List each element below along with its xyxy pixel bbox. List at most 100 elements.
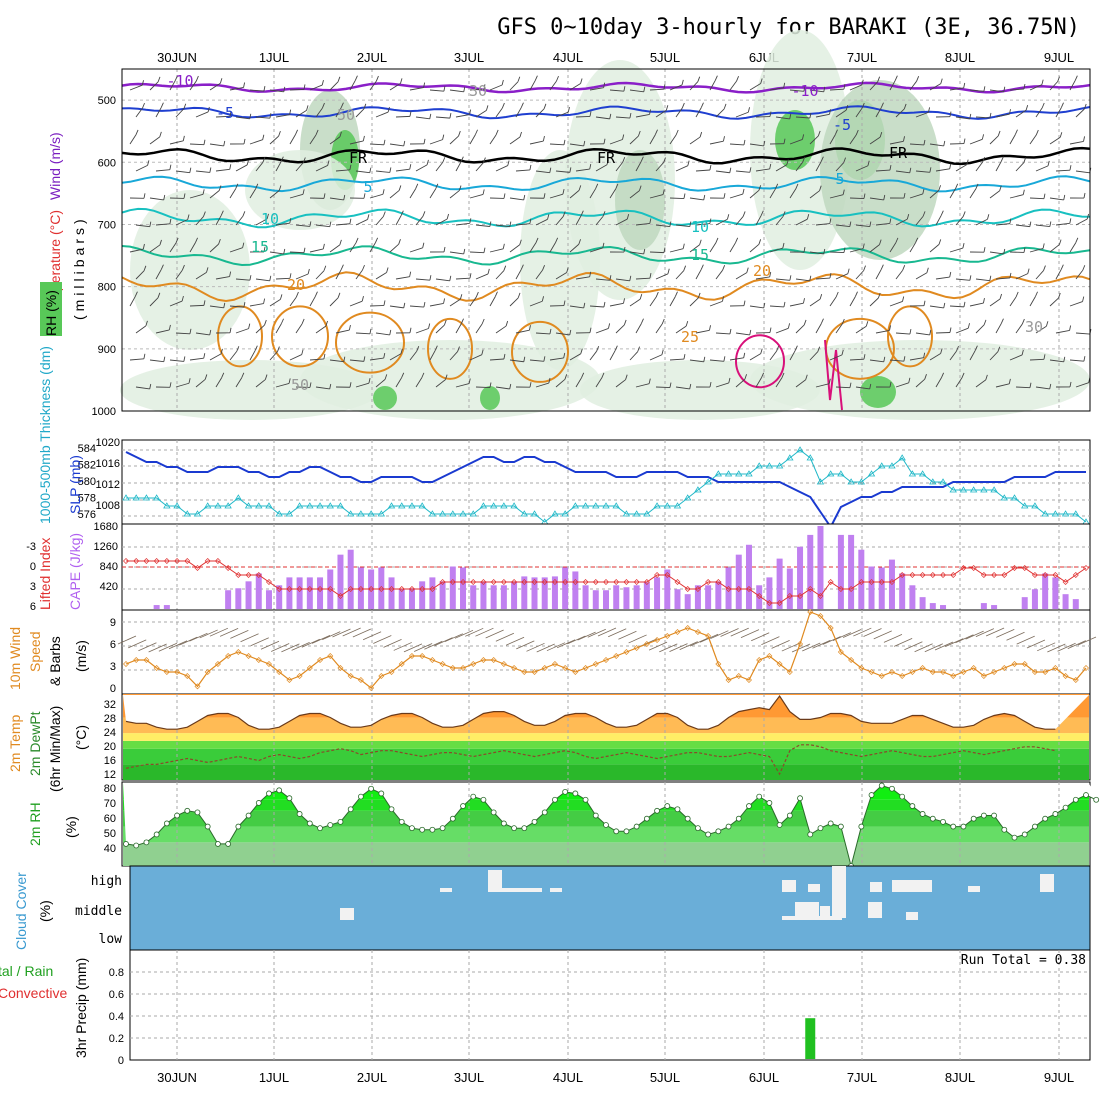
wind-barb (608, 628, 627, 638)
wind-barb-flag (541, 296, 545, 302)
wind-speed-point (317, 657, 324, 663)
thickness-point (1051, 510, 1060, 517)
wind-barb-flag (384, 374, 388, 380)
wind-barb-flag (1069, 218, 1072, 224)
wind-barb-flag (243, 138, 246, 145)
wind-barb (489, 134, 497, 145)
wind-barb (769, 188, 776, 199)
li-point (327, 586, 334, 592)
wind-barb-flag (903, 356, 906, 362)
wind-barb-flag (1075, 237, 1079, 244)
wind-speed-point (276, 669, 283, 675)
wind-barb (709, 300, 723, 307)
wind-barb (835, 109, 847, 118)
temp-tick: 32 (104, 699, 116, 711)
wind-barb-flag (1034, 291, 1038, 297)
wind-barb-flag (637, 346, 641, 352)
cape-bar (551, 576, 558, 609)
wind-barb-flag (159, 239, 162, 246)
wind-barb (355, 108, 365, 118)
wind-barb-flag (255, 183, 259, 190)
wind-barb (809, 135, 819, 145)
wind-barb (895, 332, 910, 335)
wind-barb-flag (509, 221, 512, 227)
wind-speed-point (1072, 677, 1079, 683)
wind-barb (755, 215, 762, 226)
thickness-tick: 576 (78, 509, 96, 521)
date-label-top: 3JUL (454, 50, 484, 65)
wind-barb-flag (223, 302, 226, 308)
wind-barb-flag (1022, 189, 1025, 195)
wind-speed-point (521, 669, 528, 675)
wind-barb (729, 80, 737, 91)
wind-barb (895, 269, 904, 280)
wind-barb (269, 251, 284, 255)
wind-barb-flag (640, 318, 644, 324)
wind-barb (1075, 332, 1090, 335)
wind-barb-flag (1058, 239, 1062, 245)
wind-barb (315, 107, 323, 118)
wind-barb (495, 386, 510, 390)
wind-barb-flag (220, 210, 224, 216)
wind-barb-flag (689, 221, 692, 227)
wind-barb-flag (369, 328, 372, 334)
wind-barb-flag (674, 291, 678, 297)
wind-tick: 3 (110, 661, 116, 673)
thickness-point (653, 502, 661, 509)
wind-barb (575, 168, 590, 172)
wind-barb (275, 161, 282, 172)
wind-barb (669, 84, 683, 91)
wind-barb (322, 631, 341, 641)
wind-barb-flag (160, 264, 164, 270)
wind-speed-point (643, 641, 650, 647)
li-point (214, 558, 221, 564)
wind-barb-flag (828, 378, 831, 384)
li-point (541, 579, 548, 585)
wind-barb-flag (760, 348, 763, 354)
rh-point (684, 815, 691, 822)
thickness-point (1021, 502, 1029, 509)
wind-barb-flag (902, 265, 906, 271)
wind-barb (669, 296, 676, 307)
wind-barb (117, 635, 137, 645)
wind-barb (1035, 270, 1044, 280)
wind-barb-flag (181, 295, 184, 302)
wind-barb-flag (903, 193, 906, 199)
wind-barb (775, 278, 790, 281)
li-point (511, 579, 518, 585)
wind-barb (649, 134, 656, 145)
wind-barb-flag (817, 346, 821, 352)
wind-barb (509, 359, 524, 363)
wind-barb (609, 302, 624, 307)
wind-barb (475, 273, 489, 280)
wind-barb-flag (157, 292, 161, 298)
li-point (368, 586, 375, 592)
wind-barb-flag (443, 86, 446, 92)
wind-barb (589, 350, 598, 361)
wind-barb (389, 143, 404, 147)
wind-barb (935, 215, 942, 226)
wind-barb-flag (502, 243, 505, 249)
wind-barb (175, 382, 190, 388)
rh-blob (130, 190, 250, 350)
wind-barb-flag (589, 271, 592, 277)
wind-barb (529, 359, 544, 362)
contour-label: FR (889, 144, 908, 162)
wind-barb-flag (589, 163, 592, 170)
wind-barb (449, 190, 460, 199)
wind-barb-flag (422, 242, 425, 248)
thickness-point (755, 462, 763, 469)
wind-barb (569, 190, 580, 199)
wind-barb-flag (923, 300, 926, 306)
wind-barb (749, 305, 764, 309)
wind-barb (969, 138, 983, 145)
contour-label: 15 (251, 238, 269, 256)
wind-barb (1009, 296, 1017, 307)
wind-barb (909, 143, 924, 146)
wind-barb (1035, 386, 1050, 390)
wind-barb-flag (398, 185, 402, 191)
wind-barb-flag (481, 349, 484, 355)
thickness-point (816, 478, 825, 485)
wind-barb (395, 168, 410, 172)
wind-speed-point (735, 673, 742, 679)
